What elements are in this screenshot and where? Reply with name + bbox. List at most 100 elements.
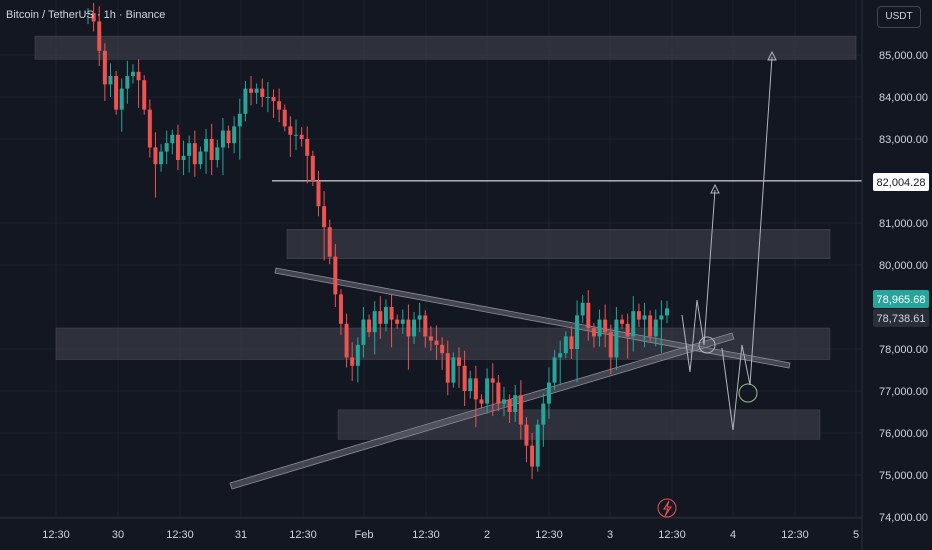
candle-body	[490, 378, 495, 383]
time-tick-label: 12:30	[166, 529, 194, 541]
candle-body	[260, 88, 265, 97]
projections[interactable]	[681, 50, 777, 431]
candle-body	[119, 88, 124, 110]
trendline-lower[interactable]	[229, 332, 735, 490]
projection-circle-1[interactable]	[698, 336, 716, 354]
trendlines[interactable]	[229, 267, 791, 490]
candle-body	[507, 399, 512, 412]
candle-body	[226, 130, 231, 144]
price-tick-label: 78,000.00	[879, 344, 928, 356]
candle-body	[344, 323, 349, 358]
candle-body	[102, 50, 107, 85]
time-tick-label: 30	[112, 529, 124, 541]
candle-body	[631, 311, 636, 337]
candle-body	[659, 315, 664, 320]
support-resistance-zone[interactable]	[34, 35, 857, 60]
candle-body	[86, 13, 90, 14]
price-tick-label: 75,000.00	[879, 470, 928, 482]
candle-body	[254, 88, 259, 93]
candle-body	[310, 155, 315, 181]
candle-body	[620, 319, 625, 324]
time-tick-label: Feb	[355, 529, 374, 541]
candle-body	[142, 80, 147, 110]
candle-body	[367, 319, 372, 333]
candle-body	[451, 357, 456, 383]
candle-body	[159, 151, 164, 165]
candle-body	[282, 109, 287, 127]
symbol-title: Bitcoin / TetherUS · 1h · Binance	[6, 9, 166, 21]
projection-path-1[interactable]	[681, 189, 716, 373]
candle-body	[417, 315, 422, 320]
candle-body	[181, 155, 186, 160]
price-tick-label: 81,000.00	[879, 218, 928, 230]
candle-body	[546, 382, 551, 404]
candle-body	[569, 336, 574, 349]
candle-body	[597, 319, 602, 337]
candle-body	[473, 378, 478, 400]
candle-body	[192, 143, 197, 165]
projection-path-2[interactable]	[721, 56, 773, 431]
candle-body	[653, 319, 658, 337]
candle-body	[293, 134, 298, 136]
price-tick-label: 77,000.00	[879, 386, 928, 398]
candle-body	[395, 319, 400, 324]
candle-body	[378, 311, 383, 324]
support-resistance-zone[interactable]	[286, 229, 831, 259]
price-axis-bg	[862, 0, 932, 550]
candle-body	[153, 147, 158, 165]
candle-body	[265, 97, 270, 98]
time-tick-label: 12:30	[42, 529, 70, 541]
candle-body	[445, 353, 450, 383]
candle-body	[575, 315, 580, 349]
candle-body	[535, 424, 540, 467]
price-label-text: 78,738.61	[877, 313, 926, 325]
candle-body	[232, 126, 237, 144]
candle-body	[648, 315, 653, 337]
candle-body	[114, 76, 119, 110]
currency-selector[interactable]: USDT	[877, 6, 921, 28]
candle-body	[215, 147, 220, 160]
candle-body	[209, 139, 214, 160]
candle-body	[591, 328, 596, 337]
projection-circle-2[interactable]	[738, 383, 758, 403]
time-tick-label: 12:30	[658, 529, 686, 541]
candle-body	[91, 13, 96, 22]
candle-body	[524, 424, 529, 446]
candle-body	[322, 206, 327, 228]
time-tick-label: 12:30	[781, 529, 809, 541]
candle-body	[108, 76, 113, 85]
candle-body	[316, 181, 321, 207]
candle-body	[355, 344, 360, 366]
candle-body	[518, 395, 523, 425]
candle-body	[665, 308, 669, 316]
candle-body	[479, 399, 484, 404]
price-axis[interactable]: 85,000.00 84,000.00 83,000.00 81,000.00 80,0…	[879, 50, 928, 524]
time-tick-label: 4	[730, 529, 736, 541]
zones	[34, 35, 857, 440]
lightning-icon[interactable]	[657, 498, 677, 518]
time-axis[interactable]: 12:30 30 12:30 31 12:30 Feb 12:30 2 12:30 3 12:30 4…	[42, 529, 859, 541]
support-resistance-zone[interactable]	[337, 409, 821, 440]
time-tick-label: 3	[607, 529, 613, 541]
price-label-badge	[873, 173, 929, 191]
candle-body	[383, 307, 388, 324]
candle-body	[271, 97, 276, 102]
candle-body	[237, 113, 242, 127]
candle-body	[170, 134, 175, 144]
time-tick-label: 2	[484, 529, 490, 541]
candle-body	[97, 21, 102, 51]
time-tick-label: 12:30	[535, 529, 563, 541]
price-label-text: 82,004.28	[877, 177, 926, 189]
candle-body	[412, 319, 417, 337]
candle-body	[614, 319, 619, 358]
candle-body	[130, 71, 135, 76]
candle-body	[642, 315, 647, 320]
candle-body	[372, 311, 377, 333]
candle-body	[530, 445, 535, 467]
projection-arrowhead-2	[767, 50, 777, 61]
candle-body	[243, 88, 248, 114]
candle-body	[187, 143, 192, 156]
time-axis-bg	[0, 518, 862, 550]
price-tick-label: 74,000.00	[879, 512, 928, 524]
